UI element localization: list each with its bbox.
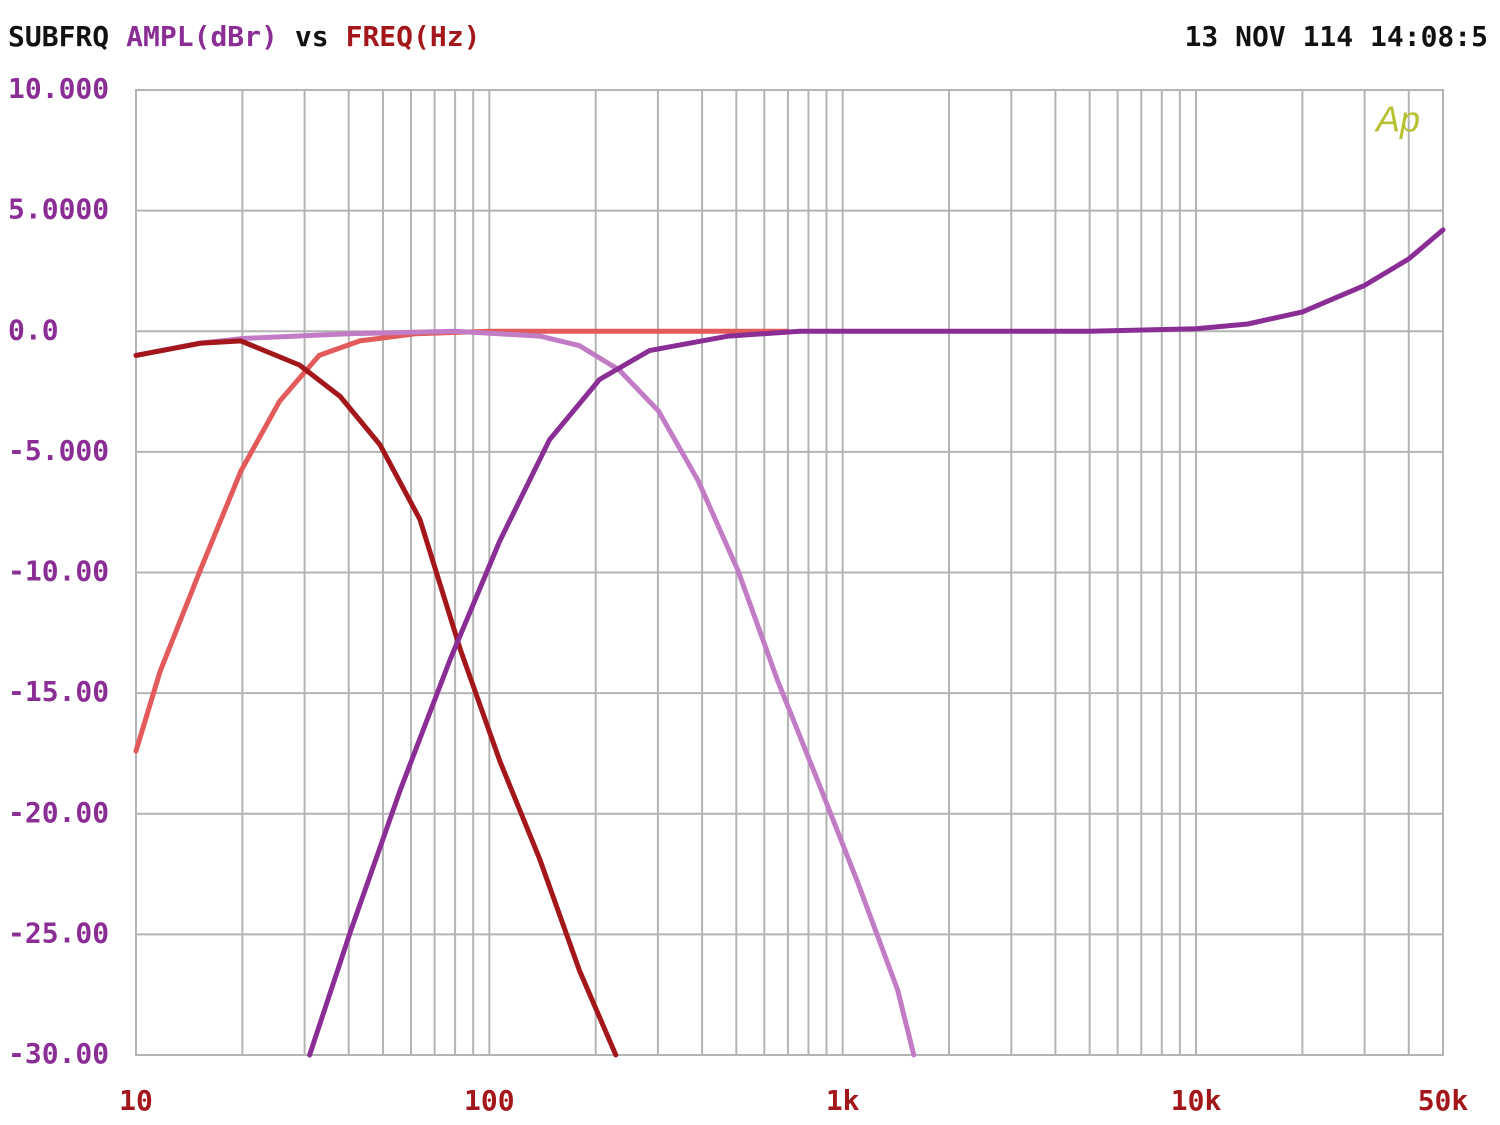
plot-frame xyxy=(135,89,1444,1056)
series-line xyxy=(133,328,791,754)
x-tick-label: 10 xyxy=(119,1084,153,1117)
title-part: FREQ(Hz) xyxy=(346,20,481,53)
logo: Ap xyxy=(1374,99,1420,140)
y-tick-label: -30.00 xyxy=(8,1037,109,1070)
chart-title: SUBFRQ AMPL(dBr) vs FREQ(Hz) xyxy=(8,20,480,53)
y-tick-label: 10.000 xyxy=(8,72,109,105)
x-tick-label: 10k xyxy=(1171,1084,1222,1117)
x-tick-label: 50k xyxy=(1418,1084,1469,1117)
series-line xyxy=(307,227,1446,1058)
y-tick-label: -10.00 xyxy=(8,555,109,588)
y-tick-label: -20.00 xyxy=(8,796,109,829)
y-tick-label: 0.0 xyxy=(8,313,59,346)
series-line xyxy=(133,338,619,1058)
y-tick-label: -5.000 xyxy=(8,434,109,467)
grid xyxy=(135,89,1444,1056)
title-part: SUBFRQ xyxy=(8,20,109,53)
y-tick-label: -15.00 xyxy=(8,675,109,708)
series-line xyxy=(133,328,917,1058)
x-tick-label: 1k xyxy=(826,1084,860,1117)
series xyxy=(133,227,1446,1058)
y-tick-label: -25.00 xyxy=(8,916,109,949)
tick-labels: 10 100 1k 10k 50k 10.000 5.0000 0.0 -5.000 -10.00… xyxy=(8,72,1468,1117)
x-tick-label: 100 xyxy=(464,1084,515,1117)
y-tick-label: 5.0000 xyxy=(8,193,109,226)
title-part: vs xyxy=(295,20,329,53)
title-part: AMPL(dBr) xyxy=(126,20,278,53)
timestamp: 13 NOV 114 14:08:5 xyxy=(1185,20,1488,53)
